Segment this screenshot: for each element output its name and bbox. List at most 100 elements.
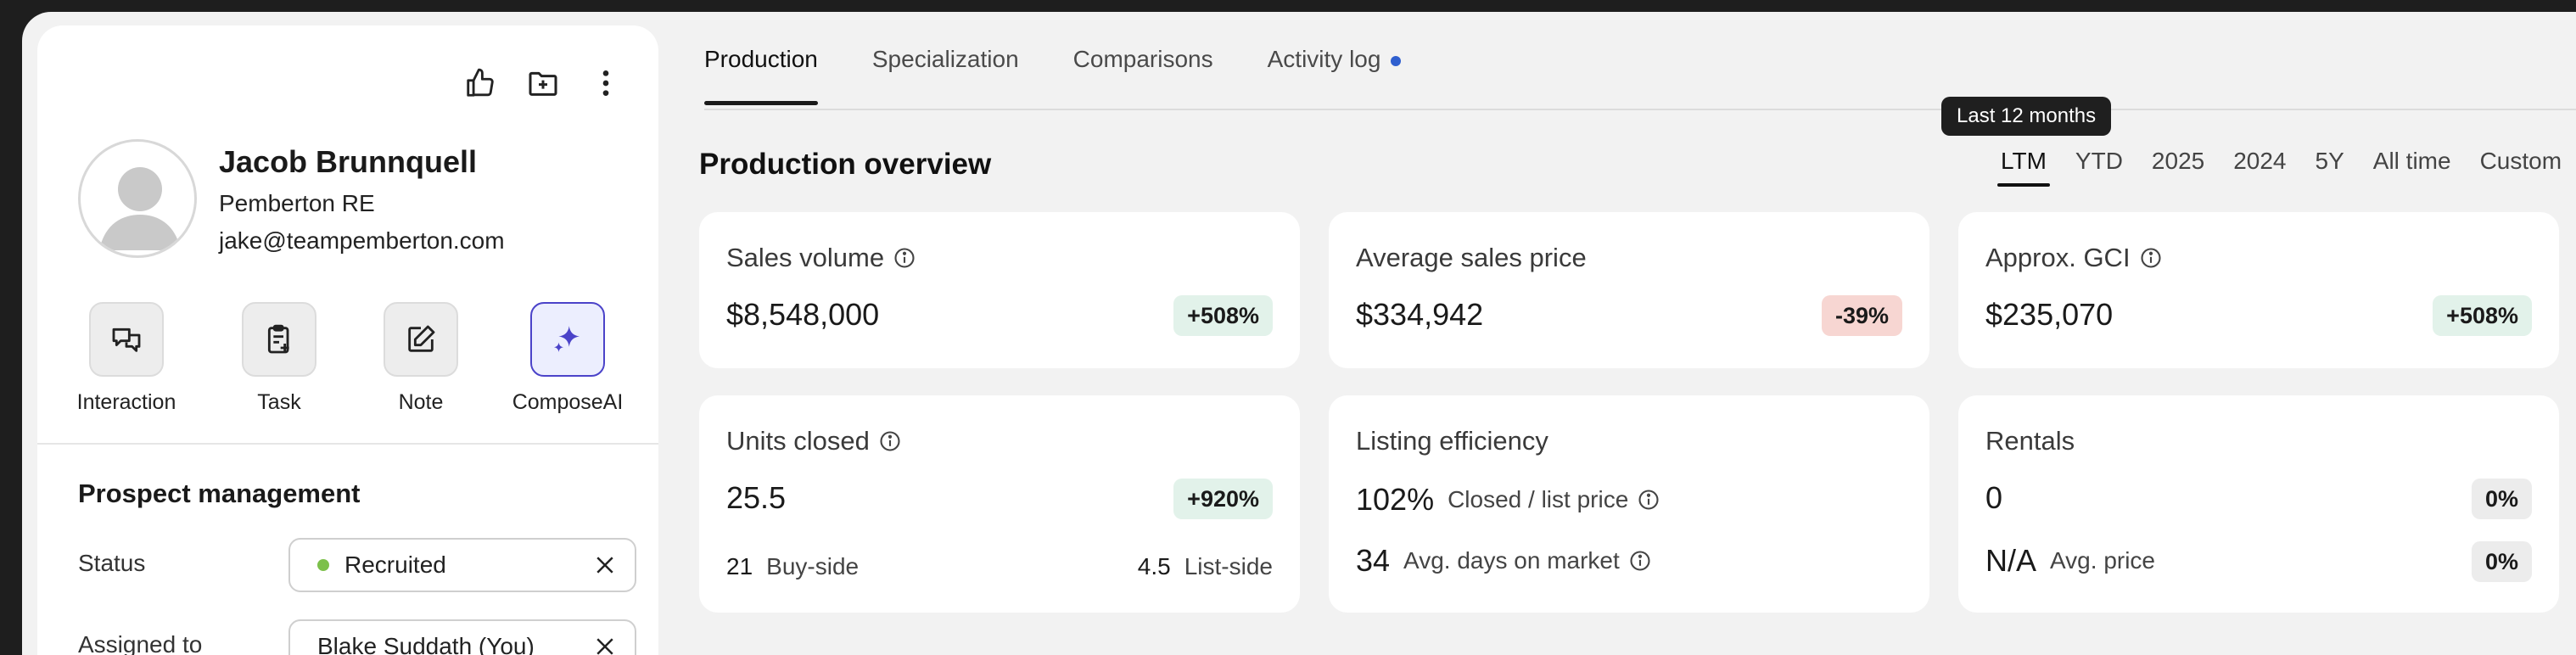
average-sales-price-label: Average sales price: [1356, 243, 1587, 272]
list-side-row: 4.5 List-side: [1138, 553, 1273, 580]
info-icon[interactable]: [893, 246, 916, 270]
list-side-label: List-side: [1184, 553, 1273, 579]
interaction-icon: [89, 302, 164, 377]
close-icon[interactable]: [592, 552, 618, 578]
contact-actions: [462, 64, 624, 102]
tab-specialization[interactable]: Specialization: [871, 46, 1019, 72]
sales-volume-value: $8,548,000: [726, 297, 880, 332]
units-closed-label: Units closed: [726, 426, 870, 456]
tab-activity-log-label: Activity log: [1267, 46, 1381, 72]
list-side-value: 4.5: [1137, 553, 1171, 579]
tab-production[interactable]: Production: [704, 46, 818, 105]
period-selector: LTM YTD 2025 2024 5Y All time Custom: [1997, 148, 2562, 187]
note-label: Note: [398, 390, 444, 414]
thumbs-up-icon[interactable]: [462, 64, 499, 102]
period-all-time[interactable]: All time: [2372, 148, 2451, 174]
info-icon[interactable]: [1637, 488, 1660, 512]
sales-volume-label: Sales volume: [726, 243, 885, 272]
days-on-market-label: Avg. days on market: [1403, 547, 1620, 574]
info-icon[interactable]: [878, 429, 902, 453]
contact-panel: Jacob Brunnquell Pemberton RE jake@teamp…: [37, 25, 658, 655]
assigned-value: Blake Suddath (You): [317, 633, 535, 655]
period-2025[interactable]: 2025: [2151, 148, 2205, 174]
average-sales-price-change: -39%: [1821, 295, 1902, 336]
buy-side-label: Buy-side: [766, 553, 860, 579]
tab-comparisons[interactable]: Comparisons: [1072, 46, 1213, 72]
assigned-field[interactable]: Blake Suddath (You): [288, 619, 636, 655]
folder-add-icon[interactable]: [524, 64, 562, 102]
period-custom[interactable]: Custom: [2479, 148, 2562, 174]
units-closed-value: 25.5: [726, 480, 787, 515]
close-icon[interactable]: [592, 634, 618, 655]
avatar: [78, 139, 197, 258]
units-closed-card: Units closed 25.5 +920% 21 Buy-side 4.5 …: [699, 395, 1300, 613]
sales-volume-card: Sales volume $8,548,000 +508%: [699, 212, 1300, 368]
days-on-market-value: 34: [1356, 543, 1391, 578]
period-2024[interactable]: 2024: [2233, 148, 2287, 174]
status-field[interactable]: Recruited: [288, 538, 636, 592]
rentals-label: Rentals: [1985, 426, 2075, 456]
approx-gci-label: Approx. GCI: [1985, 243, 2131, 272]
rentals-avg-price-row: N/A Avg. price: [1985, 543, 2155, 579]
prospect-management-title: Prospect management: [78, 479, 361, 508]
closed-list-price-row: 102% Closed / list price: [1356, 482, 1660, 518]
average-sales-price-card: Average sales price $334,942 -39%: [1329, 212, 1929, 368]
approx-gci-card: Approx. GCI $235,070 +508%: [1958, 212, 2559, 368]
tab-bar: Production Specialization Comparisons Ac…: [704, 46, 1455, 105]
units-closed-change: +920%: [1173, 479, 1273, 519]
average-sales-price-title: Average sales price: [1356, 243, 1587, 273]
listing-efficiency-card: Listing efficiency 102% Closed / list pr…: [1329, 395, 1929, 613]
contact-name: Jacob Brunnquell: [219, 144, 478, 179]
divider: [37, 443, 658, 445]
compose-ai-label: ComposeAI: [512, 390, 624, 414]
task-label: Task: [257, 390, 301, 414]
app-shell: Jacob Brunnquell Pemberton RE jake@teamp…: [22, 12, 2576, 655]
compose-ai-action[interactable]: ComposeAI: [504, 302, 631, 415]
sales-volume-change: +508%: [1173, 295, 1273, 336]
sparkle-icon: [530, 302, 605, 377]
assigned-label: Assigned to: [78, 631, 203, 655]
note-icon: [384, 302, 458, 377]
rentals-card: Rentals 0 0% N/A Avg. price 0%: [1958, 395, 2559, 613]
approx-gci-change: +508%: [2433, 295, 2532, 336]
task-icon: [242, 302, 316, 377]
rentals-title: Rentals: [1985, 426, 2075, 456]
approx-gci-value: $235,070: [1985, 297, 2114, 332]
rentals-value: 0: [1985, 480, 2003, 515]
rentals-change: 0%: [2471, 479, 2532, 519]
closed-list-price-value: 102%: [1356, 482, 1435, 517]
closed-list-price-label: Closed / list price: [1448, 486, 1629, 512]
days-on-market-row: 34 Avg. days on market: [1356, 543, 1652, 579]
info-icon[interactable]: [1628, 549, 1652, 573]
average-sales-price-value: $334,942: [1356, 297, 1484, 332]
interaction-action[interactable]: Interaction: [63, 302, 190, 415]
period-ytd[interactable]: YTD: [2075, 148, 2123, 174]
period-ltm[interactable]: LTM: [1997, 148, 2050, 187]
period-5y[interactable]: 5Y: [2315, 148, 2344, 174]
approx-gci-title: Approx. GCI: [1985, 243, 2163, 273]
rentals-avg-price-value: N/A: [1985, 543, 2037, 578]
production-overview-title: Production overview: [699, 148, 992, 181]
rentals-avg-price-label: Avg. price: [2050, 547, 2156, 574]
status-label: Status: [78, 550, 146, 576]
task-action[interactable]: Task: [216, 302, 343, 415]
info-icon[interactable]: [2139, 246, 2163, 270]
status-dot: [317, 559, 329, 571]
more-vertical-icon[interactable]: [587, 64, 624, 102]
notification-dot: [1391, 55, 1402, 66]
contact-company: Pemberton RE: [219, 190, 375, 216]
tabs-divider: [704, 109, 2576, 110]
listing-efficiency-title: Listing efficiency: [1356, 426, 1548, 456]
interaction-label: Interaction: [76, 390, 176, 414]
status-value: Recruited: [344, 551, 446, 578]
period-tooltip: Last 12 months: [1941, 97, 2112, 136]
buy-side-row: 21 Buy-side: [726, 553, 859, 580]
contact-email[interactable]: jake@teampemberton.com: [219, 227, 505, 254]
note-action[interactable]: Note: [357, 302, 484, 415]
buy-side-value: 21: [726, 553, 753, 579]
tab-activity-log[interactable]: Activity log: [1268, 46, 1402, 100]
sales-volume-title: Sales volume: [726, 243, 916, 273]
rentals-avg-price-change: 0%: [2471, 541, 2532, 582]
listing-efficiency-label: Listing efficiency: [1356, 426, 1548, 456]
units-closed-title: Units closed: [726, 426, 902, 456]
